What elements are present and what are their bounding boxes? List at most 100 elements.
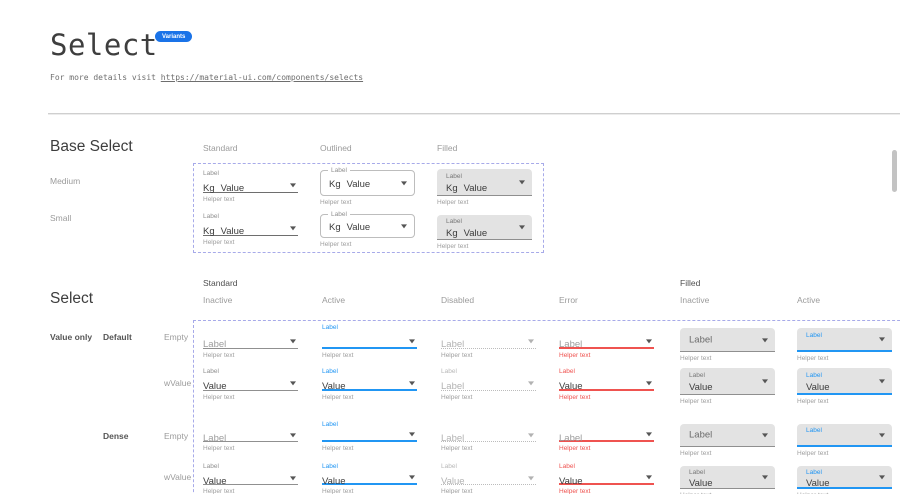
helper-text: Helper text — [441, 488, 473, 494]
select-standard-disabled-empty: Label Helper text — [441, 334, 536, 360]
select-control[interactable]: Label — [203, 428, 298, 444]
value-prefix: Kg — [329, 179, 341, 190]
select-value: Value — [806, 477, 830, 489]
select-control[interactable]: Label Kg Value — [320, 211, 415, 238]
helper-text: Helper text — [322, 488, 354, 494]
select-control[interactable]: Kg Value — [203, 221, 298, 237]
helper-text: Helper text — [203, 394, 235, 401]
page-title: Select — [50, 28, 158, 62]
select-control[interactable]: Label Kg Value — [437, 215, 532, 240]
select-control[interactable]: Label — [680, 328, 775, 352]
select-value: Kg Value — [437, 226, 532, 239]
helper-text: Helper text — [797, 492, 892, 494]
intro-text: For more details visit https://material-… — [50, 73, 363, 82]
select-control[interactable]: Label Kg Value — [320, 167, 415, 196]
row-label-dense: Dense — [103, 431, 129, 441]
select-filled-dense-active-empty: Label Helper text — [797, 424, 892, 458]
select-label: Label — [203, 213, 219, 220]
helper-text: Helper text — [437, 243, 469, 250]
value-prefix: Kg — [446, 228, 458, 239]
base-select-heading: Base Select — [50, 138, 133, 155]
chevron-down-icon — [409, 380, 415, 385]
select-label: Label — [689, 468, 705, 476]
base-select-outlined-medium: Label Kg Value Helper text — [320, 167, 415, 207]
value-text: Value — [220, 183, 245, 194]
select-control[interactable]: Label — [680, 424, 775, 447]
select-value: Value — [203, 381, 227, 392]
select-value: Value — [689, 382, 713, 393]
select-label: Label — [322, 421, 338, 428]
select-control[interactable]: Value — [559, 471, 654, 487]
select-label: Label — [806, 468, 822, 476]
header-divider — [48, 113, 900, 115]
select-value: Kg Value — [321, 215, 414, 233]
select-value: Value — [806, 382, 830, 393]
docs-link[interactable]: https://material-ui.com/components/selec… — [160, 73, 364, 82]
select-control[interactable]: Label Kg Value — [437, 169, 532, 196]
select-control[interactable] — [322, 428, 417, 442]
row-label-medium: Medium — [50, 176, 81, 186]
select-label: Label — [441, 463, 457, 470]
select-control[interactable]: Label — [559, 334, 654, 350]
select-control[interactable]: Label — [203, 334, 298, 350]
select-dense-active-empty: Label Helper text — [322, 421, 417, 453]
select-control[interactable]: Label — [797, 424, 892, 447]
select-control: Label — [441, 376, 536, 392]
base-select-filled-medium: Label Kg Value Helper text — [437, 169, 532, 207]
select-label: Label — [806, 426, 822, 434]
scrollbar-thumb[interactable] — [892, 150, 897, 192]
helper-text: Helper text — [559, 445, 591, 452]
select-control[interactable]: Value — [322, 376, 417, 392]
chevron-down-icon — [646, 338, 652, 343]
state-header-filled-inactive: Inactive — [680, 295, 710, 305]
select-label: Label — [322, 324, 338, 331]
chevron-down-icon — [879, 378, 885, 383]
select-label: Label — [328, 211, 350, 219]
select-control[interactable]: Label Value — [680, 466, 775, 489]
select-standard-active-empty: Label Helper text — [322, 324, 417, 360]
select-value: Value — [689, 477, 713, 489]
select-control[interactable]: Value — [559, 376, 654, 392]
select-dense-error-wvalue: Label Value Helper text — [559, 463, 654, 494]
row-label-dense-wvalue: wValue — [164, 472, 192, 482]
select-control[interactable]: Value — [203, 471, 298, 487]
variants-badge: Variants — [155, 31, 193, 42]
select-placeholder: Label — [441, 433, 465, 444]
helper-text: Helper text — [320, 241, 352, 248]
select-placeholder: Label — [559, 339, 583, 350]
select-control[interactable]: Label Value — [797, 368, 892, 395]
helper-text: Helper text — [203, 352, 235, 359]
value-prefix: Kg — [446, 183, 458, 194]
select-filled-inactive-wvalue: Label Value Helper text — [680, 368, 775, 406]
base-select-standard-small: Label Kg Value Helper text — [203, 213, 298, 247]
row-label-default: Default — [103, 332, 132, 342]
select-control[interactable]: Label Value — [680, 368, 775, 395]
base-select-outlined-small: Label Kg Value Helper text — [320, 211, 415, 249]
chevron-down-icon — [528, 432, 534, 437]
chevron-down-icon — [290, 381, 296, 386]
select-value: Value — [559, 476, 583, 487]
select-control: Label — [441, 428, 536, 444]
select-value: Kg Value — [437, 181, 532, 194]
helper-text: Helper text — [559, 488, 591, 494]
select-dense-inactive-empty: Label Helper text — [203, 428, 298, 453]
select-control[interactable]: Label — [797, 328, 892, 352]
helper-text: Helper text — [203, 445, 235, 452]
chevron-down-icon — [879, 432, 885, 437]
select-value: Kg Value — [203, 226, 244, 237]
select-control[interactable]: Label — [559, 428, 654, 444]
value-text: Value — [463, 228, 488, 239]
select-value: Kg Value — [321, 171, 414, 190]
select-control[interactable]: Value — [322, 471, 417, 487]
select-control[interactable] — [322, 334, 417, 349]
select-control[interactable]: Value — [203, 376, 298, 392]
select-value: Value — [559, 381, 583, 392]
select-control[interactable]: Kg Value — [203, 178, 298, 194]
select-label: Label — [806, 372, 822, 379]
select-label: Label — [446, 218, 462, 225]
select-control[interactable]: Label Value — [797, 466, 892, 489]
helper-text: Helper text — [441, 394, 473, 401]
column-header-outlined: Outlined — [320, 143, 352, 153]
select-standard-inactive-wvalue: Label Value Helper text — [203, 368, 298, 402]
